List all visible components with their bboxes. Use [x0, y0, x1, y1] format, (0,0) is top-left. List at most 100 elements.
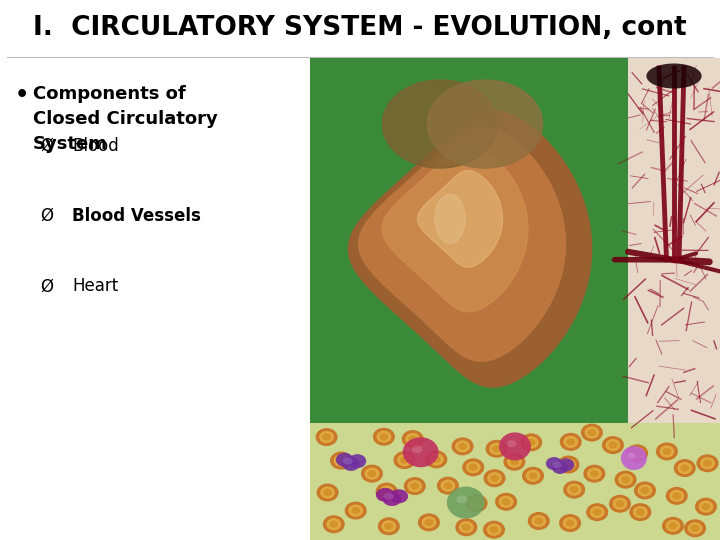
Ellipse shape	[588, 429, 596, 436]
Ellipse shape	[412, 446, 423, 453]
Ellipse shape	[609, 495, 631, 513]
Ellipse shape	[618, 474, 633, 485]
Ellipse shape	[459, 521, 474, 534]
Ellipse shape	[437, 477, 459, 495]
Ellipse shape	[444, 482, 452, 489]
Ellipse shape	[404, 477, 426, 495]
Ellipse shape	[526, 470, 541, 482]
Ellipse shape	[382, 488, 391, 495]
Ellipse shape	[499, 496, 513, 508]
Ellipse shape	[608, 442, 617, 449]
Ellipse shape	[402, 430, 423, 448]
Ellipse shape	[606, 439, 621, 451]
Bar	[310, 423, 720, 540]
Ellipse shape	[345, 502, 366, 519]
Ellipse shape	[566, 519, 575, 526]
Ellipse shape	[421, 516, 436, 529]
Ellipse shape	[323, 489, 332, 496]
Ellipse shape	[405, 433, 420, 445]
Ellipse shape	[701, 503, 711, 510]
Ellipse shape	[587, 468, 602, 480]
Ellipse shape	[320, 487, 335, 498]
Ellipse shape	[583, 465, 606, 483]
Ellipse shape	[495, 493, 517, 511]
Ellipse shape	[567, 438, 575, 445]
Ellipse shape	[483, 521, 505, 539]
Ellipse shape	[510, 458, 519, 465]
Text: Ø: Ø	[40, 277, 53, 295]
Ellipse shape	[665, 519, 680, 532]
Ellipse shape	[337, 457, 346, 464]
Ellipse shape	[376, 488, 395, 502]
Ellipse shape	[559, 433, 582, 451]
Ellipse shape	[586, 503, 608, 521]
Ellipse shape	[384, 492, 394, 500]
Ellipse shape	[670, 490, 684, 502]
Ellipse shape	[343, 457, 353, 464]
Ellipse shape	[397, 454, 412, 466]
Ellipse shape	[402, 437, 438, 467]
Ellipse shape	[563, 481, 585, 498]
Ellipse shape	[492, 445, 501, 453]
Ellipse shape	[629, 503, 652, 521]
Ellipse shape	[528, 472, 537, 480]
Ellipse shape	[432, 456, 441, 463]
Ellipse shape	[627, 453, 635, 458]
Ellipse shape	[616, 500, 624, 508]
Ellipse shape	[621, 446, 647, 470]
Ellipse shape	[647, 64, 701, 89]
Ellipse shape	[384, 523, 393, 530]
Ellipse shape	[351, 507, 360, 514]
Text: Heart: Heart	[72, 277, 118, 295]
Ellipse shape	[590, 470, 599, 477]
Ellipse shape	[562, 517, 577, 529]
Ellipse shape	[329, 521, 338, 528]
Ellipse shape	[690, 525, 699, 532]
Ellipse shape	[408, 480, 422, 492]
Ellipse shape	[523, 436, 539, 448]
Ellipse shape	[376, 483, 397, 501]
Ellipse shape	[490, 526, 498, 534]
Ellipse shape	[522, 467, 544, 485]
Ellipse shape	[455, 518, 477, 536]
Ellipse shape	[615, 471, 636, 489]
Ellipse shape	[695, 498, 717, 516]
Ellipse shape	[455, 440, 470, 453]
Ellipse shape	[564, 461, 573, 468]
Ellipse shape	[469, 497, 484, 509]
Ellipse shape	[319, 431, 334, 443]
Ellipse shape	[602, 436, 624, 454]
Ellipse shape	[426, 450, 447, 468]
Ellipse shape	[633, 506, 648, 518]
Ellipse shape	[472, 500, 481, 507]
Ellipse shape	[317, 483, 338, 502]
Ellipse shape	[447, 487, 485, 518]
Ellipse shape	[621, 476, 630, 483]
Ellipse shape	[527, 438, 536, 446]
Ellipse shape	[684, 519, 706, 537]
Ellipse shape	[656, 442, 678, 461]
Ellipse shape	[581, 423, 603, 442]
Ellipse shape	[570, 486, 579, 493]
Polygon shape	[428, 80, 543, 168]
Ellipse shape	[456, 495, 468, 503]
Ellipse shape	[666, 487, 688, 505]
Ellipse shape	[561, 458, 576, 470]
Ellipse shape	[368, 470, 377, 477]
Ellipse shape	[585, 427, 599, 438]
Ellipse shape	[377, 430, 392, 443]
Text: Ø: Ø	[40, 207, 53, 225]
Ellipse shape	[326, 518, 341, 530]
Ellipse shape	[364, 468, 379, 480]
Ellipse shape	[553, 462, 562, 468]
Ellipse shape	[382, 492, 401, 506]
Ellipse shape	[400, 456, 409, 464]
Ellipse shape	[700, 457, 715, 469]
Ellipse shape	[521, 433, 542, 451]
Text: I.  CIRCULATORY SYSTEM - EVOLUTION, cont: I. CIRCULATORY SYSTEM - EVOLUTION, cont	[33, 15, 687, 41]
Ellipse shape	[451, 437, 474, 455]
Polygon shape	[418, 171, 503, 267]
Ellipse shape	[662, 517, 684, 535]
Ellipse shape	[342, 457, 360, 471]
Ellipse shape	[546, 457, 562, 470]
